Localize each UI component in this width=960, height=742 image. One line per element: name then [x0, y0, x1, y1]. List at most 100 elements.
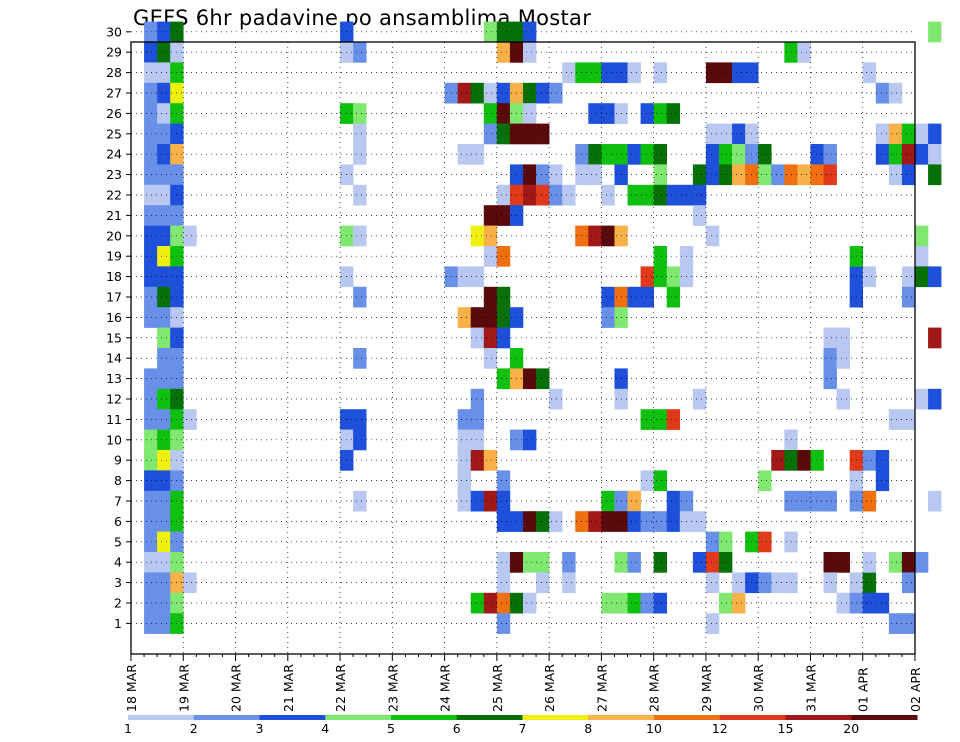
heatmap-cell — [470, 388, 485, 410]
heatmap-cell — [523, 42, 537, 63]
heatmap-cell — [144, 164, 158, 186]
heatmap-cell — [144, 42, 158, 63]
x-tick-label: 23 MAR — [385, 664, 400, 712]
heatmap-cell — [536, 552, 550, 573]
heatmap-cell — [157, 368, 171, 390]
heatmap-cell — [862, 572, 877, 594]
heatmap-cell — [536, 368, 550, 390]
heatmap-cell — [758, 531, 772, 553]
heatmap-cell — [888, 123, 903, 145]
heatmap-cell — [144, 572, 158, 594]
heatmap-cell — [144, 368, 158, 390]
heatmap-cell — [627, 592, 641, 614]
heatmap-cell — [823, 368, 837, 390]
heatmap-cell — [483, 592, 498, 614]
heatmap-cell — [457, 490, 472, 512]
heatmap-cell — [901, 164, 916, 186]
heatmap-cell — [862, 266, 877, 288]
heatmap-cell — [836, 592, 850, 614]
heatmap-cell — [353, 225, 367, 247]
heatmap-cell — [888, 552, 903, 573]
heatmap-cell — [601, 511, 615, 532]
heatmap-cell — [928, 266, 942, 288]
y-tick-label: 25 — [106, 126, 122, 141]
heatmap-cell — [157, 225, 171, 247]
heatmap-cell — [144, 511, 158, 532]
heatmap-cell — [758, 470, 772, 492]
heatmap-cell — [353, 144, 367, 165]
legend-swatch — [193, 715, 260, 720]
x-tick-label: 01 APR — [856, 667, 871, 712]
heatmap-cell — [483, 286, 498, 308]
heatmap-cell — [496, 103, 511, 124]
heatmap-cell — [601, 225, 615, 247]
heatmap-cell — [457, 470, 472, 492]
heatmap-cell — [836, 327, 850, 349]
heatmap-cell — [888, 164, 903, 186]
heatmap-cell — [457, 266, 472, 288]
heatmap-cell — [144, 286, 158, 308]
heatmap-cell — [732, 164, 746, 186]
heatmap-cell — [523, 21, 537, 43]
heatmap-cell — [588, 62, 602, 84]
legend-tick-label: 8 — [584, 721, 592, 736]
heatmap-cell — [888, 613, 903, 634]
heatmap-cell — [640, 470, 654, 492]
heatmap-cell — [653, 511, 668, 532]
legend-swatch — [719, 715, 786, 720]
heatmap-cell — [483, 246, 498, 267]
heatmap-cell — [928, 123, 942, 145]
heatmap-cell — [928, 144, 942, 165]
x-tick-label: 22 MAR — [333, 664, 348, 712]
heatmap-cell — [719, 552, 733, 573]
heatmap-cell — [144, 388, 158, 410]
legend-swatch — [456, 715, 523, 720]
heatmap-cell — [496, 327, 511, 349]
heatmap-cell — [483, 82, 498, 104]
heatmap-cell — [496, 82, 511, 104]
heatmap-cell — [523, 592, 537, 614]
y-tick-label: 5 — [114, 534, 122, 549]
heatmap-cell — [601, 144, 615, 165]
heatmap-cell — [666, 490, 681, 512]
heatmap-cell — [496, 552, 511, 573]
y-tick-label: 10 — [106, 432, 122, 447]
heatmap-cell — [562, 62, 576, 84]
heatmap-cell — [758, 164, 772, 186]
heatmap-cell — [144, 246, 158, 267]
legend-swatch — [259, 715, 326, 720]
y-tick-label: 14 — [106, 351, 122, 366]
x-tick-label: 28 MAR — [647, 664, 662, 712]
heatmap-cell — [771, 164, 785, 186]
heatmap-cell — [588, 225, 602, 247]
heatmap-cell — [470, 409, 485, 430]
heatmap-cell — [157, 388, 171, 410]
x-tick-label: 19 MAR — [176, 664, 191, 712]
heatmap-cell — [157, 42, 171, 63]
heatmap-cell — [523, 552, 537, 573]
heatmap-cell — [157, 348, 171, 369]
heatmap-cell — [157, 470, 171, 492]
heatmap-cells — [144, 21, 942, 634]
legend-swatch — [785, 715, 852, 720]
y-tick-label: 23 — [106, 167, 122, 182]
heatmap-cell — [601, 103, 615, 124]
heatmap-cell — [457, 82, 472, 104]
heatmap-cell — [496, 123, 511, 145]
heatmap-cell — [823, 490, 837, 512]
heatmap-cell — [705, 164, 720, 186]
heatmap-cell — [758, 144, 772, 165]
heatmap-cell — [601, 490, 615, 512]
heatmap-cell — [928, 490, 942, 512]
legend-swatch — [522, 715, 589, 720]
heatmap-cell — [823, 552, 837, 573]
x-axis: 18 MAR 19 MAR 20 MAR 21 MAR 22 MAR 23 MAR 24 M… — [124, 654, 923, 712]
heatmap-cell — [928, 21, 942, 43]
heatmap-cell — [549, 164, 563, 186]
heatmap-cell — [627, 144, 641, 165]
y-tick-label: 8 — [114, 473, 122, 488]
heatmap-cell — [470, 450, 485, 471]
legend-tick-label: 6 — [453, 721, 461, 736]
heatmap-cell — [496, 572, 511, 594]
